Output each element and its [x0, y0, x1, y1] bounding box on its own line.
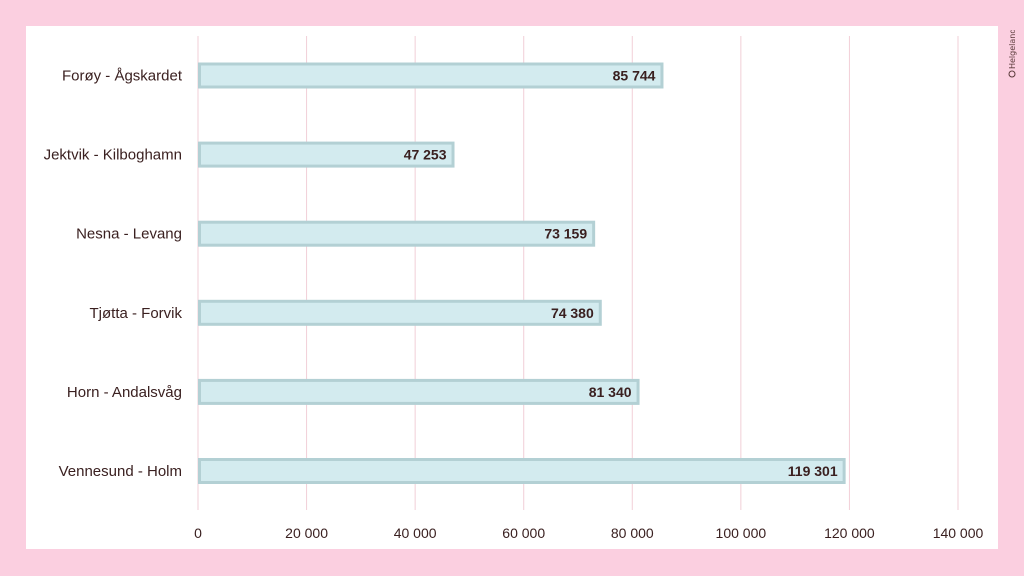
x-tick-label: 40 000: [394, 525, 437, 541]
bar-value-label: 119 301: [788, 463, 838, 479]
helgeland-logo: Helgeland: [1008, 30, 1017, 78]
x-tick-label: 140 000: [933, 525, 984, 541]
category-label: Jektvik - Kilboghamn: [44, 147, 182, 164]
x-tick-label: 0: [194, 525, 202, 541]
bar: [198, 299, 602, 326]
grid-lines: [197, 36, 959, 510]
category-label: Vennesund - Holm: [59, 463, 182, 480]
bar-value-label: 47 253: [404, 147, 447, 163]
bar-value-label: 74 380: [551, 305, 594, 321]
x-tick-label: 120 000: [824, 525, 875, 541]
category-labels: Forøy - Ågskardet Jektvik - Kilboghamn Nes…: [44, 68, 183, 481]
bar-chart: 85 744 47 253 73 159 74 380 81 340 119 301 Fo…: [44, 36, 984, 541]
bar-value-label: 73 159: [544, 226, 587, 242]
x-axis-tick-labels: 0 20 000 40 000 60 000 80 000 100 000 120 000 1…: [194, 525, 983, 541]
logo-text: Helgeland: [1008, 30, 1017, 69]
chart-panel: 85 744 47 253 73 159 74 380 81 340 119 301 Fo…: [26, 26, 998, 549]
category-label: Nesna - Levang: [76, 226, 182, 243]
bar-value-label: 81 340: [589, 384, 632, 400]
x-tick-label: 20 000: [285, 525, 328, 541]
bar: [198, 141, 455, 168]
bar: [198, 220, 596, 247]
x-tick-label: 60 000: [502, 525, 545, 541]
bar: [198, 378, 640, 405]
logo-mark-icon: [1008, 70, 1016, 78]
category-label: Horn - Andalsvåg: [67, 384, 182, 401]
category-label: Tjøtta - Forvik: [90, 305, 183, 322]
x-tick-label: 80 000: [611, 525, 654, 541]
category-label: Forøy - Ågskardet: [62, 68, 183, 85]
bars: 85 744 47 253 73 159 74 380 81 340 119 301: [198, 62, 846, 484]
x-tick-label: 100 000: [716, 525, 767, 541]
bar-value-label: 85 744: [613, 68, 656, 84]
bar: [198, 62, 664, 89]
bar: [198, 458, 846, 484]
